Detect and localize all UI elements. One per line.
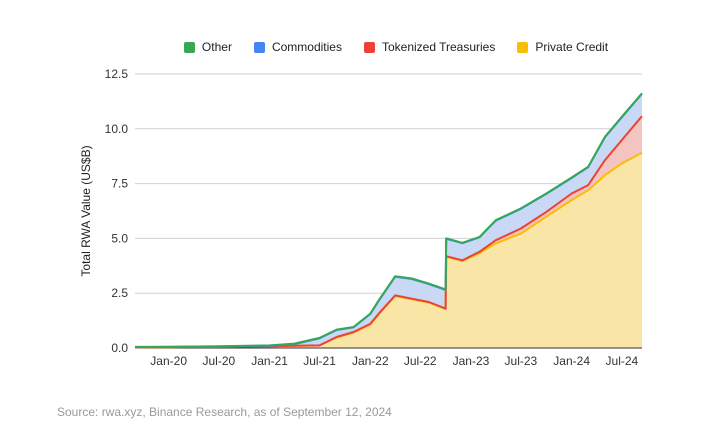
x-tick-label: Jul-24 [606,354,639,368]
y-tick-label: 10.0 [105,122,129,136]
area-private-credit [135,152,642,348]
source-note: Source: rwa.xyz, Binance Research, as of… [57,405,392,419]
x-tick-label: Jul-21 [303,354,336,368]
legend-swatch [517,41,529,53]
y-tick-label: 7.5 [111,177,128,191]
x-tick-label: Jan-23 [453,354,490,368]
x-tick-label: Jan-22 [352,354,389,368]
x-tick-label: Jul-23 [505,354,538,368]
area-commodities [135,93,642,348]
y-tick-label: 5.0 [111,231,128,245]
legend-item-commodities: Commodities [253,40,342,54]
legend-item-treasuries: Tokenized Treasuries [363,40,496,54]
legend-item-private-credit: Private Credit [517,40,608,54]
line-tokenized-treasuries [134,115,643,349]
legend-label: Commodities [271,40,342,54]
x-tick-label: Jan-21 [251,354,288,368]
legend-label: Private Credit [535,40,609,54]
x-tick-label: Jan-20 [150,354,187,368]
legend: Other Commodities Tokenized Treasuries P… [36,40,720,54]
x-tick-label: Jan-24 [553,354,590,368]
legend-swatch [183,41,195,53]
x-tick-label: Jul-22 [404,354,437,368]
line-other [134,92,643,348]
legend-swatch [363,41,375,53]
legend-item-other: Other [183,40,232,54]
x-tick-label: Jul-20 [203,354,236,368]
y-tick-label: 2.5 [111,286,128,300]
legend-swatch [253,41,265,53]
y-tick-label: 0.0 [111,341,128,355]
legend-label: Other [201,40,232,54]
y-tick-label: 12.5 [105,67,129,81]
legend-label: Tokenized Treasuries [381,40,496,54]
